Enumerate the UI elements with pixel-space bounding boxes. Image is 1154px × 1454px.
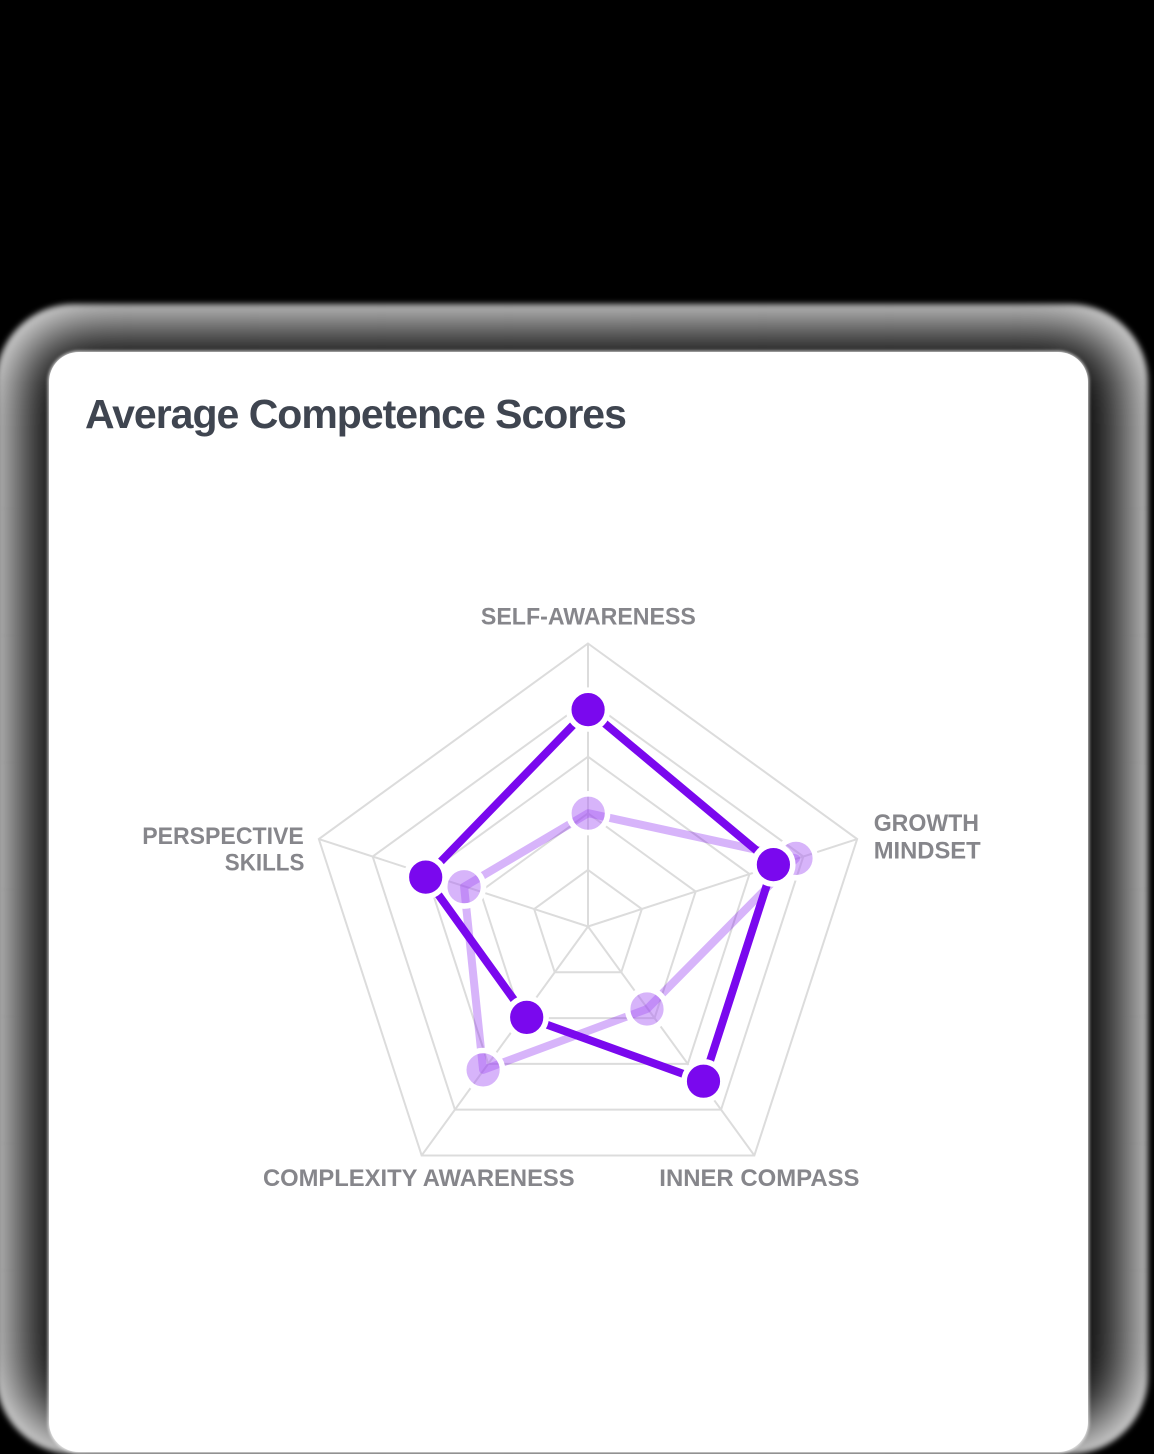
svg-text:INNER COMPASS: INNER COMPASS (659, 1165, 859, 1192)
svg-text:SELF-AWARENESS: SELF-AWARENESS (481, 603, 696, 630)
svg-text:COMPLEXITY AWARENESS: COMPLEXITY AWARENESS (263, 1165, 575, 1192)
svg-text:GROWTH: GROWTH (874, 810, 979, 837)
svg-text:PERSPECTIVE: PERSPECTIVE (142, 823, 304, 850)
svg-text:SKILLS: SKILLS (225, 850, 305, 877)
svg-text:MINDSET: MINDSET (874, 838, 981, 865)
